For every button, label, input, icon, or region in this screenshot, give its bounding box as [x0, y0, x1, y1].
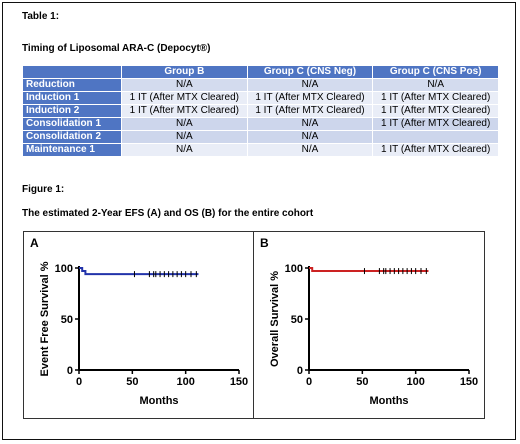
table-row: Consolidation 1 N/A N/A 1 IT (After MTX …	[23, 118, 498, 130]
table-cell: 1 IT (After MTX Cleared)	[122, 92, 247, 104]
row-label: Induction 2	[23, 105, 121, 117]
depocyt-timing-table: Group B Group C (CNS Neg) Group C (CNS P…	[22, 65, 499, 157]
table-row: Consolidation 2 N/A N/A	[23, 131, 498, 143]
header-cell-group-b: Group B	[122, 66, 247, 78]
efs-chart: A 0 50 100 0 50 100 150 Months Event Free Surviva…	[30, 236, 248, 407]
table-row: Induction 2 1 IT (After MTX Cleared) 1 I…	[23, 105, 498, 117]
x-tick-label: 100	[176, 376, 194, 388]
header-cell-group-c-cns-neg: Group C (CNS Neg)	[247, 66, 373, 78]
table-cell: N/A	[247, 118, 373, 130]
header-cell-empty	[23, 66, 121, 78]
y-tick-label: 0	[67, 365, 73, 377]
os-chart: B 0 50 100 0 50 100 150 Months Overall Survival %	[260, 236, 478, 407]
figure-title: The estimated 2-Year EFS (A) and OS (B) …	[22, 208, 314, 219]
x-tick-label: 0	[306, 376, 312, 388]
y-axis-label: Event Free Survival %	[39, 261, 51, 376]
table-cell: N/A	[122, 79, 247, 91]
table-cell: N/A	[122, 118, 247, 130]
table-header-row: Group B Group C (CNS Neg) Group C (CNS P…	[23, 66, 498, 78]
x-tick-label: 0	[76, 376, 82, 388]
survival-curve	[309, 267, 429, 273]
x-tick-label: 150	[460, 376, 478, 388]
table-cell: 1 IT (After MTX Cleared)	[373, 144, 498, 156]
figure-caption: Figure 1:	[22, 184, 65, 195]
y-tick-label: 50	[61, 314, 73, 326]
table-cell: 1 IT (After MTX Cleared)	[247, 105, 373, 117]
row-label: Consolidation 1	[23, 118, 121, 130]
y-tick-label: 100	[285, 263, 303, 275]
row-label: Consolidation 2	[23, 131, 121, 143]
x-tick-label: 50	[126, 376, 138, 388]
table-cell: N/A	[247, 131, 373, 143]
chart-panel-a: A 0 50 100 0 50 100 150 Months Event Free Surviva…	[23, 231, 255, 419]
table-cell: N/A	[373, 79, 498, 91]
table-row: Reduction N/A N/A N/A	[23, 79, 498, 91]
row-label: Reduction	[23, 79, 121, 91]
table-cell: 1 IT (After MTX Cleared)	[122, 105, 247, 117]
y-tick-label: 0	[297, 365, 303, 377]
table-cell: N/A	[122, 131, 247, 143]
chart-panel-b: B 0 50 100 0 50 100 150 Months Overall Survival %	[253, 231, 485, 419]
row-label: Induction 1	[23, 92, 121, 104]
table-row: Induction 1 1 IT (After MTX Cleared) 1 I…	[23, 92, 498, 104]
y-tick-label: 100	[55, 263, 73, 275]
table-cell: N/A	[247, 79, 373, 91]
row-label: Maintenance 1	[23, 144, 121, 156]
x-tick-label: 50	[356, 376, 368, 388]
header-cell-group-c-cns-pos: Group C (CNS Pos)	[373, 66, 498, 78]
table-cell: N/A	[122, 144, 247, 156]
table-row: Maintenance 1 N/A N/A 1 IT (After MTX Cl…	[23, 144, 498, 156]
y-axis-label: Overall Survival %	[269, 271, 281, 367]
table-cell: 1 IT (After MTX Cleared)	[373, 105, 498, 117]
table-cell: N/A	[247, 144, 373, 156]
x-tick-label: 100	[406, 376, 424, 388]
panel-label: B	[260, 236, 269, 250]
survival-curve	[79, 267, 199, 276]
panel-label: A	[30, 236, 39, 250]
table-cell: 1 IT (After MTX Cleared)	[247, 92, 373, 104]
x-axis-label: Months	[369, 395, 408, 407]
x-axis-label: Months	[139, 395, 178, 407]
table-cell	[373, 131, 498, 143]
y-tick-label: 50	[291, 314, 303, 326]
content-frame	[2, 2, 516, 440]
table-caption: Table 1:	[22, 11, 60, 22]
table-cell: 1 IT (After MTX Cleared)	[373, 118, 498, 130]
x-tick-label: 150	[230, 376, 248, 388]
table-cell: 1 IT (After MTX Cleared)	[373, 92, 498, 104]
table-title: Timing of Liposomal ARA-C (Depocyt®)	[22, 43, 211, 54]
